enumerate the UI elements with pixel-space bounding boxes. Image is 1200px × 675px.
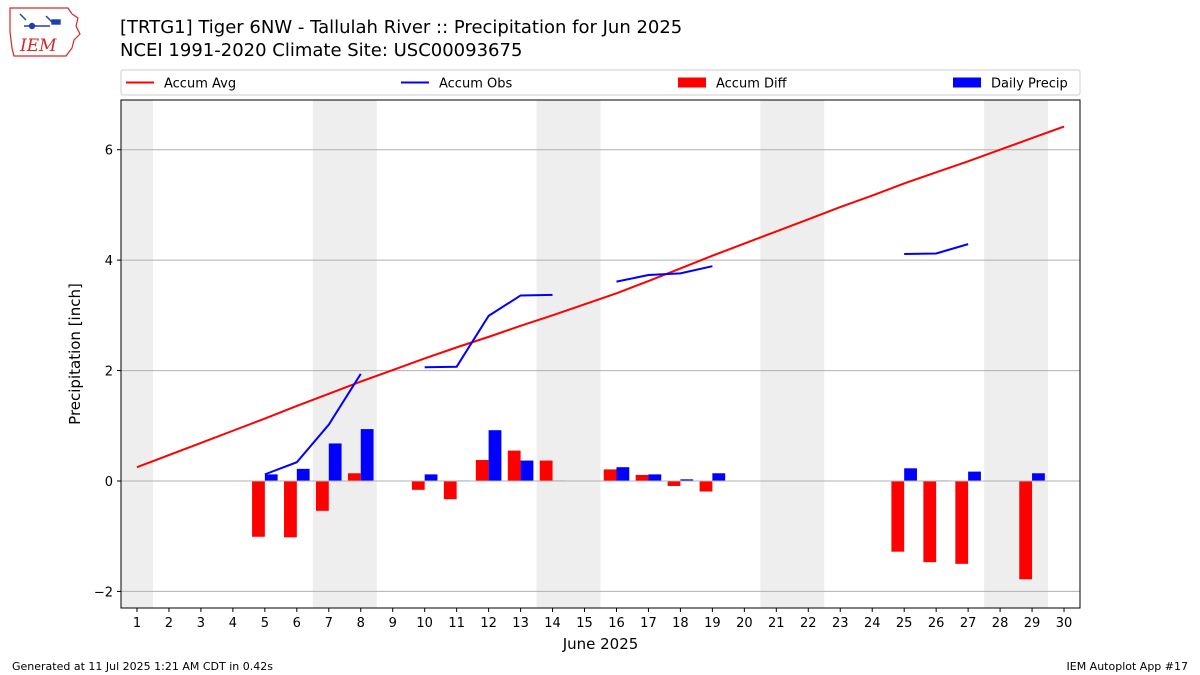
x-tick-label: 9 [389,616,397,631]
x-tick-label: 10 [416,616,433,631]
iem-logo: IEM [9,7,81,57]
accum-obs-line [616,265,713,283]
x-tick-label: 17 [640,616,657,631]
daily-precip-bar [712,473,726,481]
x-tick-label: 2 [165,616,173,631]
accum-diff-bar [1019,481,1033,580]
daily-precip-bar [296,468,310,481]
accum-diff-bar [443,481,457,500]
accum-diff-bar [923,481,937,563]
weekend-shade [984,100,1049,608]
weather-station-icon [19,13,61,30]
x-tick-label: 20 [736,616,753,631]
y-tick-label: 4 [105,254,113,269]
y-tick-label: 6 [105,144,113,159]
legend-label: Accum Obs [439,77,512,92]
daily-precip-bar [1032,473,1045,481]
x-tick-label: 3 [197,616,205,631]
x-tick-label: 14 [544,616,561,631]
x-tick-label: 15 [576,616,593,631]
x-tick-label: 4 [229,616,237,631]
daily-precip-bar [616,467,630,481]
legend-label: Daily Precip [991,77,1068,92]
x-tick-label: 25 [896,616,913,631]
x-tick-label: 12 [480,616,497,631]
x-tick-label: 11 [448,616,465,631]
y-tick-label: −2 [94,585,113,600]
accum-avg-line [136,125,1065,469]
legend-box [120,69,1081,96]
x-axis-label: June 2025 [562,635,639,653]
accum-obs-line [264,373,362,476]
weekend-shade [312,100,377,608]
weekend-shade [536,100,601,608]
accum-diff-bar [891,481,905,552]
chart-subtitle: NCEI 1991-2020 Climate Site: USC00093675 [120,40,523,61]
accum-diff-bar [699,481,713,492]
daily-precip-bar [488,430,502,481]
daily-precip-bar [264,474,278,481]
x-tick-label: 26 [928,616,945,631]
iowa-outline-icon [9,7,81,57]
chart-title: [TRTG1] Tiger 6NW - Tallulah River :: Pr… [120,17,683,38]
y-tick-label: 0 [105,475,113,490]
weekend-shade [121,100,153,608]
y-axis-label: Precipitation [inch] [66,283,84,425]
x-tick-label: 18 [672,616,689,631]
accum-diff-bar [411,481,425,490]
accum-obs-line [424,293,553,369]
x-tick-label: 22 [800,616,817,631]
x-tick-label: 27 [960,616,977,631]
daily-precip-bar [520,460,534,481]
daily-precip-bar [424,474,438,481]
x-tick-label: 21 [768,616,785,631]
x-tick-label: 1 [133,616,141,631]
legend-swatch-bar [953,77,981,88]
daily-precip-bar [360,429,374,481]
accum-diff-bar [347,473,361,481]
accum-diff-bar [635,474,649,481]
x-tick-label: 19 [704,616,721,631]
x-tick-label: 8 [357,616,365,631]
generated-timestamp: Generated at 11 Jul 2025 1:21 AM CDT in … [12,660,273,673]
daily-precip-bar [648,474,662,481]
x-tick-label: 6 [293,616,301,631]
accum-diff-bar [315,481,329,511]
accum-diff-bar [667,481,681,486]
daily-precip-bar [680,479,694,481]
daily-precip-bar [328,443,342,481]
x-tick-label: 30 [1056,616,1073,631]
daily-precip-bar [968,471,981,481]
app-credit: IEM Autoplot App #17 [1066,660,1189,673]
daily-precip-bar [904,468,917,481]
x-tick-label: 16 [608,616,625,631]
x-tick-label: 7 [325,616,333,631]
plot-frame [120,99,1081,609]
x-tick-label: 13 [512,616,529,631]
accum-diff-bar [475,460,489,481]
x-tick-label: 5 [261,616,269,631]
accum-diff-bar [507,450,521,481]
accum-diff-bar [284,481,297,538]
y-tick-label: 2 [105,365,113,380]
accum-diff-bar [539,460,553,481]
weekend-shade [760,100,825,608]
accum-diff-bar [603,469,617,481]
x-tick-label: 23 [832,616,849,631]
x-tick-label: 24 [864,616,881,631]
legend-label: Accum Diff [716,77,788,92]
accum-diff-bar [955,481,969,564]
accum-diff-bar [252,481,265,537]
x-tick-label: 29 [1024,616,1041,631]
accum-obs-line [904,243,969,256]
legend-label: Accum Avg [164,77,236,92]
x-tick-label: 28 [992,616,1009,631]
logo-text: IEM [19,36,57,56]
legend-swatch-bar [678,77,706,88]
